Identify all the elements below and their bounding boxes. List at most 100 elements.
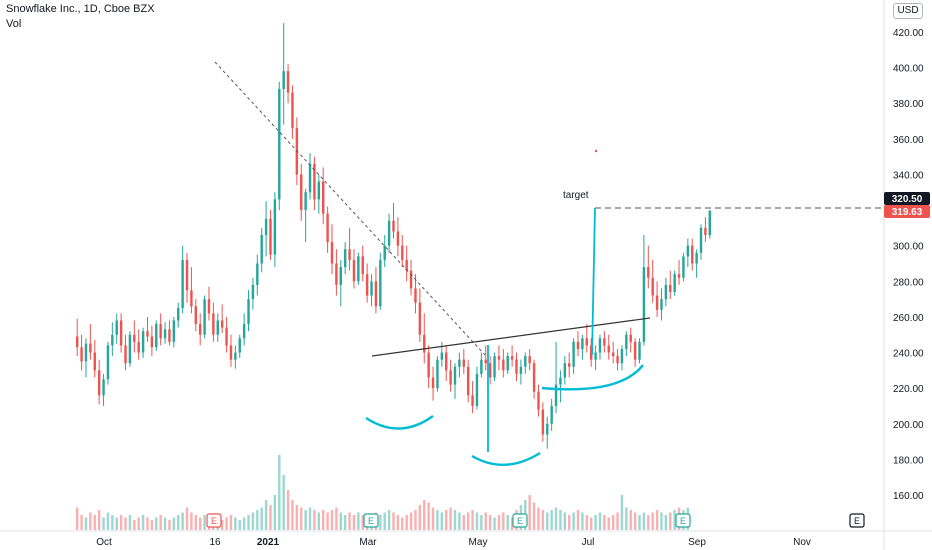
volume-bar: [220, 520, 224, 530]
candle-body: [528, 356, 531, 364]
candle-body: [418, 302, 422, 335]
drawings[interactable]: [214, 61, 885, 466]
candle-body: [603, 338, 606, 346]
head-curve[interactable]: [471, 451, 541, 466]
candle-body: [594, 352, 597, 360]
candle-body: [550, 405, 553, 424]
earnings-marker[interactable]: [512, 513, 528, 528]
volume-bar: [480, 515, 483, 530]
candle-body: [462, 359, 465, 367]
target-label[interactable]: target: [563, 190, 589, 201]
currency-button[interactable]: USD: [893, 3, 923, 19]
candle-body: [642, 267, 646, 342]
candle-body: [510, 356, 514, 360]
earnings-marker[interactable]: [849, 513, 865, 528]
candle-body: [216, 320, 219, 335]
volume-bar: [357, 512, 360, 530]
volume-bar: [506, 515, 509, 530]
volume-bar: [291, 500, 294, 530]
volume-bar: [598, 512, 602, 530]
y-tick-label: 180.00: [893, 455, 924, 466]
candle-body: [229, 345, 233, 360]
x-tick-label: 2021: [257, 537, 280, 548]
volume-bar: [409, 512, 413, 530]
volume-bar: [493, 517, 496, 530]
candle-body: [682, 256, 685, 278]
target-measure-line[interactable]: [487, 207, 596, 452]
x-tick-label: Jul: [582, 537, 595, 548]
volume-bar: [629, 510, 632, 530]
candle-body: [304, 192, 307, 211]
candle-body: [699, 227, 703, 253]
candle-body: [655, 295, 659, 310]
earnings-marker[interactable]: [675, 513, 691, 528]
current-price-label: 319.63: [892, 207, 923, 218]
candle-body: [357, 256, 360, 282]
volume-bar: [330, 510, 334, 530]
volume-bar: [225, 517, 228, 530]
candle-body: [313, 163, 316, 200]
volume-bar: [278, 455, 281, 530]
time-axis[interactable]: Oct 16 2021 Mar May Jul Sep Nov: [96, 537, 811, 548]
candle-body: [493, 356, 496, 378]
candle-body: [568, 363, 571, 367]
volume-bar: [172, 517, 176, 530]
volume-bar: [537, 507, 540, 530]
earnings-marker[interactable]: [206, 513, 222, 528]
candle-body: [695, 252, 698, 264]
volume-label: Vol: [6, 18, 22, 30]
volume-bar: [181, 512, 184, 530]
downtrend-line[interactable]: [214, 61, 486, 356]
candle-body: [264, 218, 268, 236]
volume-bar: [581, 512, 584, 530]
candle-body: [111, 334, 114, 346]
volume-bar: [633, 512, 637, 530]
price-axis[interactable]: 160.00 180.00 200.00 220.00 240.00 260.00 280.…: [893, 28, 924, 502]
volume-bar: [638, 515, 641, 530]
earnings-marker[interactable]: [363, 513, 379, 528]
left-shoulder-curve[interactable]: [365, 415, 434, 430]
volume-bar: [660, 512, 663, 530]
volume-bar: [616, 512, 619, 530]
volume-bar: [194, 515, 198, 530]
candle-body: [445, 352, 448, 371]
volume-bar: [572, 512, 575, 530]
volume-bar: [546, 512, 549, 530]
right-shoulder-curve[interactable]: [541, 364, 644, 391]
y-tick-label: 200.00: [893, 420, 924, 431]
candle-body: [664, 284, 668, 300]
candle-body: [348, 249, 351, 260]
candle-body: [488, 363, 492, 378]
y-tick-label: 340.00: [893, 170, 924, 181]
candle-body: [414, 288, 417, 303]
candle-body: [225, 327, 228, 346]
candle-body: [194, 306, 198, 325]
y-tick-label: 300.00: [893, 242, 924, 253]
candle-body: [554, 384, 558, 406]
candle-body: [190, 290, 193, 307]
candle-body: [484, 359, 487, 364]
volume-bar: [119, 515, 123, 530]
y-tick-label: 160.00: [893, 491, 924, 502]
y-tick-label: 380.00: [893, 99, 924, 110]
volume-bar: [466, 512, 470, 530]
neckline[interactable]: [371, 317, 651, 357]
volume-bar: [462, 515, 465, 530]
candle-body: [506, 356, 509, 371]
volume-bar: [155, 517, 158, 530]
candle-body: [379, 259, 382, 307]
volume-bar: [449, 507, 452, 530]
candle-body: [273, 199, 277, 255]
volume-bar: [611, 515, 615, 530]
candle-body: [392, 220, 395, 232]
candle-body: [300, 174, 303, 211]
volume-bar: [423, 500, 426, 530]
candle-body: [291, 92, 294, 129]
symbol-title[interactable]: Snowflake Inc., 1D, Cboe BZX: [6, 3, 155, 15]
volume-bar: [150, 520, 154, 530]
volume-bar: [568, 515, 571, 530]
volume-bar: [488, 515, 492, 530]
candle-body: [343, 249, 347, 268]
